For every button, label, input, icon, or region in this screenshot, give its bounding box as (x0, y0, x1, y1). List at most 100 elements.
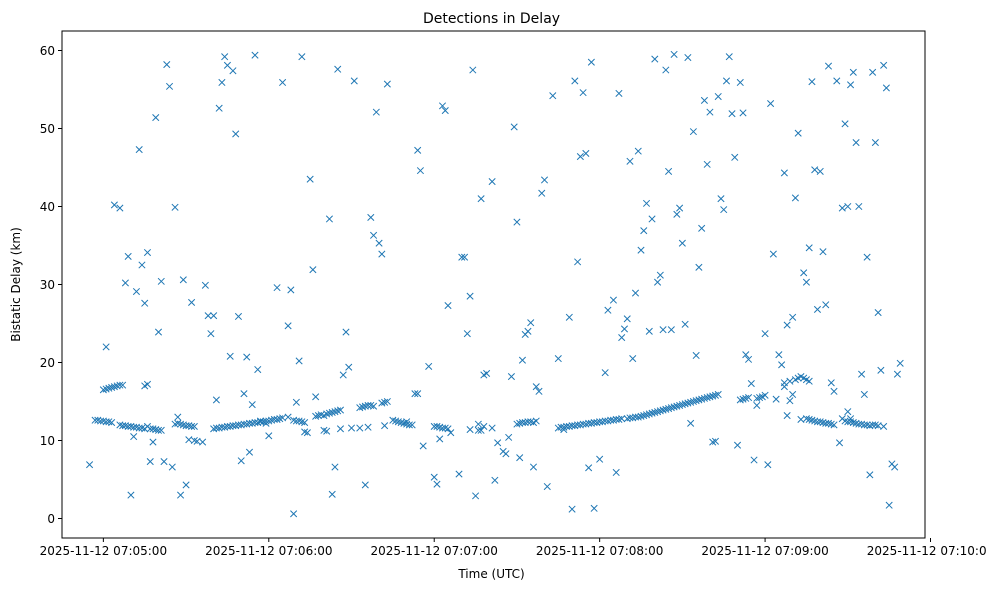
data-point (361, 481, 369, 489)
data-point (119, 381, 127, 389)
data-point (477, 195, 485, 203)
data-point (154, 426, 163, 434)
data-point (165, 82, 174, 90)
data-point (722, 77, 731, 85)
data-point (742, 394, 750, 402)
data-point (808, 78, 816, 86)
data-point (463, 330, 471, 338)
data-point (637, 412, 645, 420)
data-point (629, 355, 637, 363)
data-point (653, 408, 662, 416)
data-point (744, 394, 753, 402)
data-point (554, 355, 562, 363)
x-axis-label: Time (UTC) (457, 567, 524, 581)
data-point (880, 61, 888, 69)
data-point (698, 224, 706, 232)
data-point (204, 312, 212, 320)
data-point (720, 206, 728, 214)
data-point (805, 377, 813, 385)
data-point (383, 397, 391, 406)
data-point (891, 463, 899, 471)
data-point (816, 167, 824, 175)
data-point (157, 277, 165, 285)
data-point (640, 227, 648, 235)
data-point (477, 426, 485, 434)
data-point (869, 68, 877, 76)
data-point (474, 420, 482, 428)
data-point (791, 194, 799, 202)
data-point (651, 55, 659, 63)
data-point (648, 409, 656, 417)
data-point (615, 415, 623, 423)
data-point (188, 422, 196, 431)
data-point (306, 175, 314, 183)
data-point (858, 370, 866, 378)
data-point (190, 422, 198, 431)
data-point (221, 53, 229, 61)
data-point (634, 147, 642, 155)
data-point (157, 426, 165, 434)
data-point (141, 299, 149, 307)
data-point (458, 253, 466, 261)
data-point (744, 355, 753, 363)
data-point (568, 505, 576, 513)
y-tick-label: 0 (47, 512, 55, 526)
data-point (733, 441, 742, 449)
data-point (830, 421, 838, 429)
data-point (769, 250, 777, 258)
data-point (830, 387, 838, 395)
data-point (863, 421, 871, 429)
y-tick-label: 10 (40, 434, 55, 448)
data-point (678, 401, 686, 409)
data-point (279, 78, 287, 87)
data-point (847, 81, 855, 89)
y-tick-label: 60 (40, 44, 55, 58)
data-point (880, 422, 888, 431)
data-point (711, 437, 720, 445)
data-point (676, 401, 684, 409)
data-point (524, 327, 532, 335)
data-point (226, 352, 234, 360)
data-point (447, 429, 455, 437)
data-point (301, 419, 309, 427)
data-point (336, 406, 345, 414)
data-point (433, 480, 441, 488)
data-point (370, 402, 378, 410)
data-point (223, 61, 231, 69)
data-point (725, 53, 733, 61)
data-point (430, 473, 438, 481)
data-point (560, 426, 568, 434)
y-tick-label: 20 (40, 356, 55, 370)
data-point (709, 392, 717, 400)
data-point (182, 481, 190, 489)
data-point (102, 343, 110, 351)
data-point (303, 429, 311, 437)
data-point (312, 393, 320, 401)
data-point (110, 201, 118, 209)
data-point (642, 199, 651, 207)
data-point (706, 393, 714, 401)
data-point (375, 239, 383, 247)
data-point (753, 401, 761, 409)
data-point (160, 458, 168, 466)
data-point (540, 176, 549, 184)
data-point (325, 215, 334, 223)
data-point (695, 396, 703, 404)
data-point (121, 279, 129, 287)
data-point (256, 417, 265, 425)
data-point (673, 402, 681, 410)
data-point (673, 210, 681, 218)
data-point (466, 292, 474, 300)
data-point (778, 361, 786, 369)
data-point (689, 128, 697, 136)
data-point (149, 438, 157, 446)
y-axis-label: Bistatic Delay (km) (9, 227, 23, 342)
data-point (102, 385, 110, 393)
data-point (590, 504, 598, 512)
data-point (808, 416, 816, 424)
data-point (323, 410, 331, 418)
data-point (665, 167, 673, 175)
data-point (494, 439, 502, 447)
data-point (367, 401, 375, 409)
data-point (676, 204, 684, 212)
